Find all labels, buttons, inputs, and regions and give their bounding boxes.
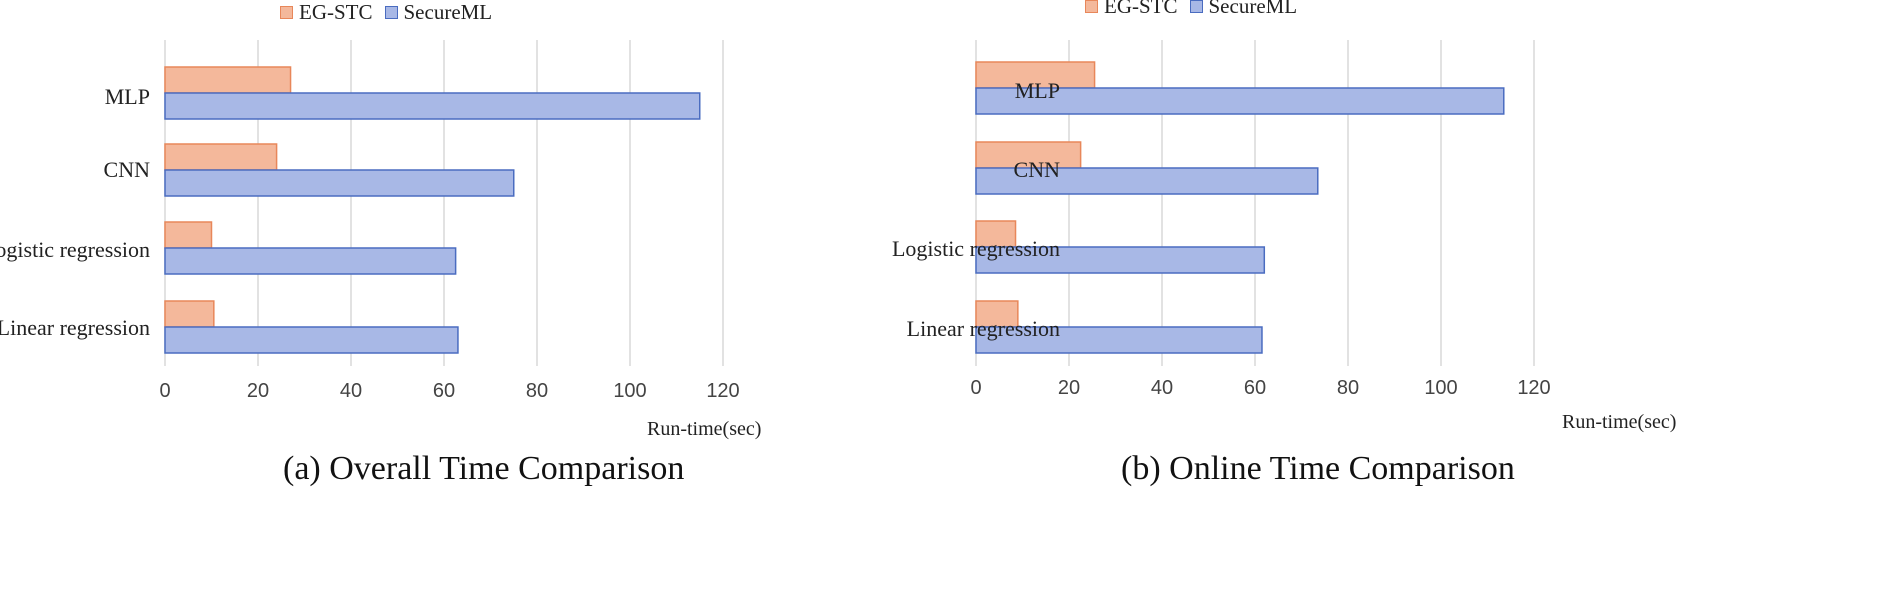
category-label-logistic-regression: Logistic regression [891, 236, 1060, 261]
bar-secureml [164, 169, 515, 197]
category-label-mlp: MLP [1014, 78, 1060, 103]
x-tick-label: 80 [525, 380, 549, 402]
x-tick-label: 60 [1243, 377, 1267, 399]
bar-plot-online [975, 40, 1535, 366]
legend-swatch-eg-stc [1085, 0, 1098, 13]
bar-secureml [975, 87, 1505, 115]
x-tick-label: 120 [1517, 377, 1551, 399]
bar-secureml [975, 246, 1266, 274]
bar-eg-stc [164, 300, 215, 328]
category-label-logistic-regression: Logistic regression [0, 237, 150, 262]
legend-swatch-secureml [1189, 0, 1203, 13]
legend-item-secureml: SecureML [384, 0, 493, 25]
bar-eg-stc [975, 300, 1019, 328]
bar-secureml [164, 247, 457, 275]
caption-online: (b) Online Time Comparison [1121, 450, 1515, 487]
chart-panel-overall: EG-STC SecureML MLP CNN Logistic regress… [0, 0, 762, 487]
bar-secureml [164, 326, 459, 354]
caption-overall: (a) Overall Time Comparison [283, 450, 685, 487]
bar-secureml [975, 326, 1263, 354]
chart-legend: EG-STC SecureML [280, 0, 492, 25]
chart-legend: EG-STC SecureML [1085, 0, 1297, 19]
x-tick-label: 0 [159, 380, 171, 402]
legend-item-eg-stc: EG-STC [1085, 0, 1178, 19]
legend-item-secureml: SecureML [1189, 0, 1298, 19]
bar-eg-stc [164, 66, 292, 94]
bar-eg-stc [975, 61, 1096, 89]
x-tick-label: 100 [1424, 377, 1458, 399]
legend-swatch-secureml [384, 6, 398, 19]
x-tick-label: 60 [432, 380, 456, 402]
category-label-cnn: CNN [103, 157, 150, 182]
bar-secureml [975, 167, 1319, 195]
x-tick-label: 20 [246, 380, 270, 402]
x-tick-label: 100 [613, 380, 647, 402]
chart-panel-online: EG-STC SecureML MLP CNN Logistic regress… [892, 0, 1900, 596]
legend-item-eg-stc: EG-STC [280, 0, 373, 25]
category-label-cnn: CNN [1013, 157, 1060, 182]
x-tick-label: 80 [1336, 377, 1360, 399]
bar-eg-stc [975, 141, 1082, 169]
category-label-linear-regression: Linear regression [0, 315, 150, 340]
x-tick-label: 40 [339, 380, 363, 402]
bar-secureml [164, 92, 701, 120]
x-tick-label: 20 [1057, 377, 1081, 399]
x-tick-label: 40 [1150, 377, 1174, 399]
bar-eg-stc [164, 143, 278, 171]
legend-label-eg-stc: EG-STC [299, 0, 373, 24]
legend-swatch-eg-stc [280, 6, 293, 19]
x-tick-label: 0 [970, 377, 982, 399]
bar-eg-stc [164, 221, 213, 249]
legend-label-eg-stc: EG-STC [1104, 0, 1178, 18]
x-axis-title: Run-time(sec) [647, 418, 762, 440]
category-label-mlp: MLP [104, 84, 150, 109]
legend-label-secureml: SecureML [1208, 0, 1298, 18]
x-axis-title: Run-time(sec) [1562, 411, 1677, 433]
category-label-linear-regression: Linear regression [906, 316, 1060, 341]
x-tick-label: 120 [706, 380, 740, 402]
bar-eg-stc [975, 220, 1017, 248]
legend-label-secureml: SecureML [403, 0, 493, 24]
bar-plot-overall [164, 40, 724, 366]
